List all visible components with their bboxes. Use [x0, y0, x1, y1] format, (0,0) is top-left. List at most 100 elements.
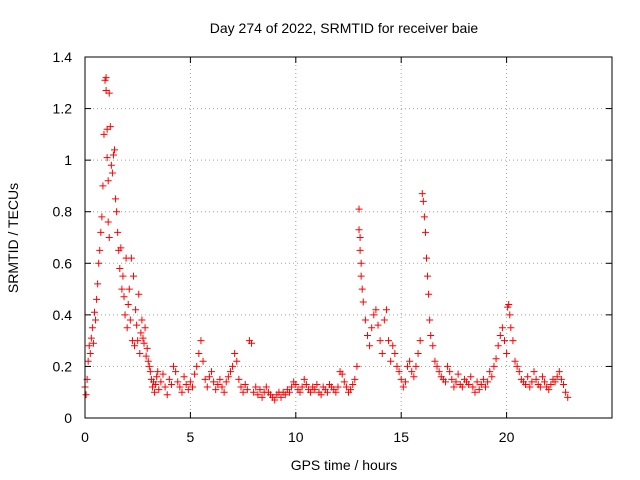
x-tick-label: 10 — [288, 429, 304, 445]
data-point — [170, 362, 178, 370]
data-point — [522, 380, 530, 388]
y-tick-label: 1 — [64, 152, 72, 168]
data-point — [560, 380, 568, 388]
data-point — [178, 388, 186, 396]
x-axis-ticks: 0 5 10 15 20 — [81, 57, 515, 445]
data-point — [427, 331, 435, 339]
data-point — [239, 388, 247, 396]
data-point — [89, 339, 97, 347]
data-point — [123, 324, 131, 332]
data-point — [408, 368, 416, 376]
y-tick-label: 0 — [64, 410, 72, 426]
data-point — [250, 388, 258, 396]
data-point — [551, 378, 559, 386]
y-tick-label: 1.2 — [53, 101, 73, 117]
data-point — [380, 316, 388, 324]
data-point — [216, 375, 224, 383]
data-point — [285, 388, 293, 396]
data-point — [425, 290, 433, 298]
data-point — [222, 378, 230, 386]
data-point — [410, 373, 418, 381]
data-point — [152, 380, 160, 388]
data-point — [131, 342, 139, 350]
data-point — [356, 246, 364, 254]
data-point — [124, 301, 132, 309]
data-point — [87, 334, 95, 342]
data-point — [117, 244, 125, 252]
data-point — [538, 373, 546, 381]
data-point — [186, 378, 194, 386]
data-point — [385, 337, 393, 345]
data-point — [507, 324, 515, 332]
data-point — [205, 373, 213, 381]
data-point — [112, 195, 120, 203]
data-point — [494, 342, 502, 350]
data-point — [104, 218, 112, 226]
data-point — [492, 355, 500, 363]
data-point — [141, 324, 149, 332]
data-point — [357, 259, 365, 267]
x-tick-label: 0 — [81, 429, 89, 445]
data-point — [165, 375, 173, 383]
data-point — [363, 331, 371, 339]
data-point — [353, 362, 361, 370]
data-point — [399, 383, 407, 391]
data-point — [154, 368, 162, 376]
data-point — [376, 337, 384, 345]
data-point — [98, 213, 106, 221]
data-point — [334, 383, 342, 391]
data-point — [97, 228, 105, 236]
data-point — [92, 316, 100, 324]
data-point — [214, 380, 222, 388]
data-point — [145, 362, 153, 370]
data-point — [429, 342, 437, 350]
data-point — [197, 337, 205, 345]
data-points — [81, 74, 572, 404]
data-point — [433, 362, 441, 370]
data-point — [94, 280, 102, 288]
data-point — [137, 329, 145, 337]
y-tick-label: 1.4 — [53, 49, 73, 65]
data-point — [524, 373, 532, 381]
data-point — [114, 228, 122, 236]
data-point — [393, 362, 401, 370]
data-point — [347, 386, 355, 394]
data-point — [374, 321, 382, 329]
data-point — [237, 383, 245, 391]
data-point — [153, 373, 161, 381]
data-point — [105, 89, 113, 97]
data-point — [104, 177, 112, 185]
data-point — [505, 301, 513, 309]
data-point — [467, 373, 475, 381]
data-point — [311, 386, 319, 394]
data-point — [342, 383, 350, 391]
data-point — [448, 375, 456, 383]
x-tick-label: 15 — [393, 429, 409, 445]
chart-title: Day 274 of 2022, SRMTID for receiver bai… — [210, 20, 479, 36]
data-point — [134, 337, 142, 345]
data-point — [426, 316, 434, 324]
data-point — [391, 350, 399, 358]
data-point — [126, 316, 134, 324]
data-point — [90, 308, 98, 316]
data-point — [351, 375, 359, 383]
data-point — [382, 306, 390, 314]
data-point — [562, 388, 570, 396]
data-point — [88, 324, 96, 332]
data-point — [356, 234, 364, 241]
data-point — [420, 213, 428, 221]
data-point — [553, 373, 561, 381]
data-point — [103, 154, 111, 162]
data-point — [370, 311, 378, 319]
data-point — [144, 357, 152, 365]
data-point — [159, 370, 167, 378]
data-point — [498, 324, 506, 332]
data-point — [446, 368, 454, 376]
data-point — [133, 321, 141, 329]
data-point — [414, 350, 422, 358]
data-point — [355, 205, 363, 213]
data-point — [401, 378, 409, 386]
data-point — [541, 378, 549, 386]
data-point — [226, 368, 234, 376]
data-point — [444, 362, 452, 370]
